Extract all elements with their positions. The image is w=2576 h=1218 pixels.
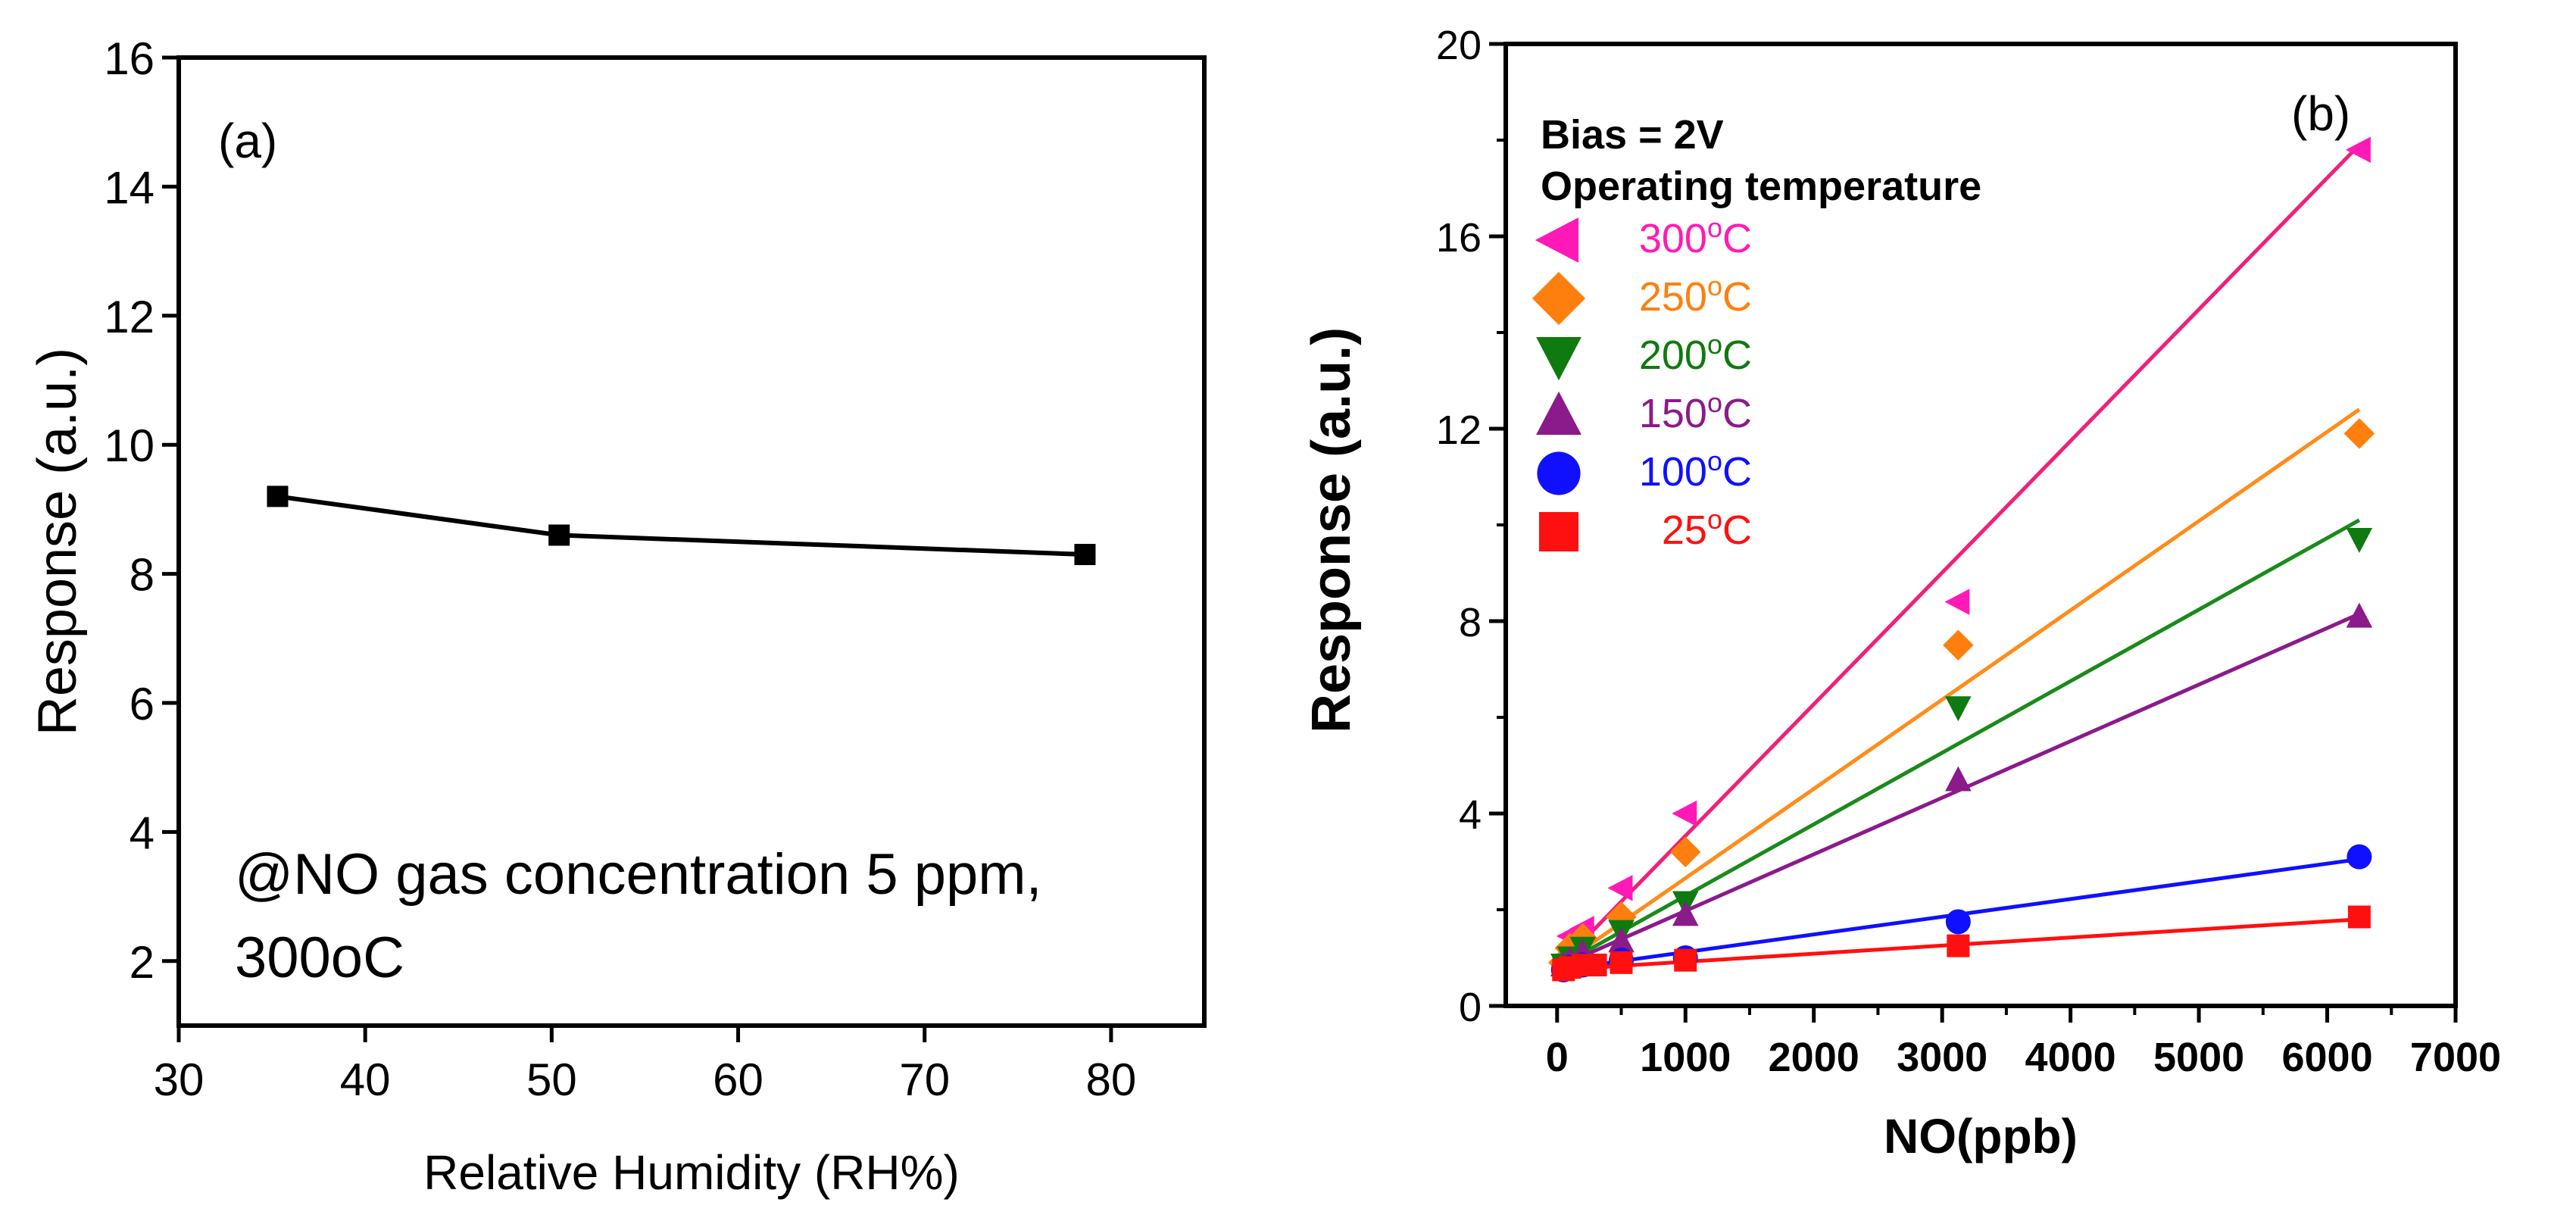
y-tick-label: 14 [104,162,155,213]
panel-b-y-ticks: 0 4 8 12 16 20 [1436,23,1506,1030]
data-point-250C [1669,836,1701,868]
x-tick-label: 70 [899,1054,950,1105]
panel-a-y-ticks: 2 4 6 8 10 12 14 16 [104,33,179,988]
x-tick-label: 4000 [2025,1035,2116,1080]
legend-marker-100C [1537,451,1581,495]
x-tick-label: 40 [340,1054,391,1105]
panel-a-annotation-line2: 300oC [235,926,404,990]
legend-label-200C: 200oC [1639,329,1752,378]
data-point-300C [2345,136,2371,163]
y-tick-label: 2 [130,937,155,988]
fit-line-250C [1556,408,2361,970]
panel-a-label: (a) [218,114,277,168]
data-point-25C [1584,954,1607,977]
data-point-25C [2347,905,2371,929]
data-point-150C [1945,766,1972,792]
data-point-200C [2346,528,2373,554]
y-tick-label: 12 [1436,408,1482,453]
legend-label-250C: 250oC [1639,270,1752,320]
data-point-300C [1607,875,1633,901]
data-point [548,524,570,546]
legend-title-bias: Bias = 2V [1541,112,1724,158]
panel-a-x-axis-title: Relative Humidity (RH%) [423,1145,960,1200]
x-tick-label: 0 [1546,1035,1569,1080]
data-point-300C [1672,800,1697,827]
legend-marker-200C [1536,337,1582,381]
x-tick-label: 3000 [1897,1035,1987,1080]
panel-b-x-axis-title: NO(ppb) [1884,1109,2078,1163]
x-tick-label: 30 [154,1054,205,1105]
data-point-25C [1610,951,1633,974]
data-point-300C [1944,589,1970,615]
x-tick-label: 80 [1086,1054,1137,1105]
panel-b-legend: 300oC 250oC 200oC 150oC 100oC 25oC [1532,212,1752,553]
x-tick-label: 1000 [1640,1035,1731,1080]
x-tick-label: 50 [526,1054,577,1105]
y-tick-label: 16 [104,33,155,84]
y-tick-label: 16 [1436,215,1482,261]
legend-marker-250C [1532,271,1586,326]
panel-b: 0 1000 2000 3000 4000 5000 6000 7000 048121620 … [1301,23,2501,1163]
data-point-150C [1672,901,1699,926]
x-tick-label: 2000 [1769,1035,1859,1080]
panel-a-series [267,486,1096,566]
y-tick-label: 8 [1459,600,1482,645]
legend-marker-150C [1536,391,1582,435]
legend-label-100C: 100oC [1639,445,1752,495]
data-point-150C [1608,927,1635,953]
data-point [1074,544,1096,566]
data-point-25C [1947,934,1970,957]
y-tick-label: 8 [130,550,155,601]
data-point-200C [1945,696,1972,722]
x-tick-label: 60 [713,1054,763,1105]
data-point-100C [1945,909,1971,935]
y-tick-label: 10 [104,420,155,471]
panel-a-annotation-line1: @NO gas concentration 5 ppm, [235,842,1042,907]
data-point-250C [2343,418,2375,449]
data-point-150C [2346,602,2373,628]
legend-label-25C: 25oC [1662,504,1752,553]
panel-b-x-ticks: 0 1000 2000 3000 4000 5000 6000 7000 [1546,1006,2501,1080]
legend-marker-25C [1539,512,1578,551]
data-point-100C [2347,844,2372,870]
y-tick-label: 12 [104,292,155,342]
series-line [277,494,1085,557]
data-point [267,486,289,508]
data-point-25C [1674,948,1697,972]
panel-b-label: (b) [2291,86,2350,141]
panel-a-plot-frame [176,55,1207,1028]
fit-line-300C [1555,143,2361,969]
y-tick-label: 20 [1436,23,1482,68]
panel-a-y-axis-title: Response (a.u.) [27,348,88,735]
data-point-250C [1943,629,1974,661]
panel-a-x-ticks: 30 40 50 60 70 80 [154,1026,1137,1105]
y-tick-label: 4 [130,807,155,858]
y-tick-label: 6 [130,679,155,729]
y-tick-label: 4 [1459,792,1482,838]
panel-b-y-axis-title: Response (a.u.) [1301,327,1362,733]
y-tick-label: 0 [1459,985,1482,1030]
legend-title-operating-temperature: Operating temperature [1541,164,1981,209]
x-tick-label: 6000 [2281,1035,2372,1080]
x-tick-label: 5000 [2153,1035,2244,1080]
panel-b-series [1548,136,2375,982]
legend-label-150C: 150oC [1639,387,1752,436]
x-tick-label: 7000 [2410,1035,2501,1080]
legend-label-300C: 300oC [1639,212,1752,261]
panel-a: 30 40 50 60 70 80 2 4 6 8 10 12 14 16 (a) @NO gas co… [27,33,1207,1200]
legend-marker-300C [1535,217,1578,263]
